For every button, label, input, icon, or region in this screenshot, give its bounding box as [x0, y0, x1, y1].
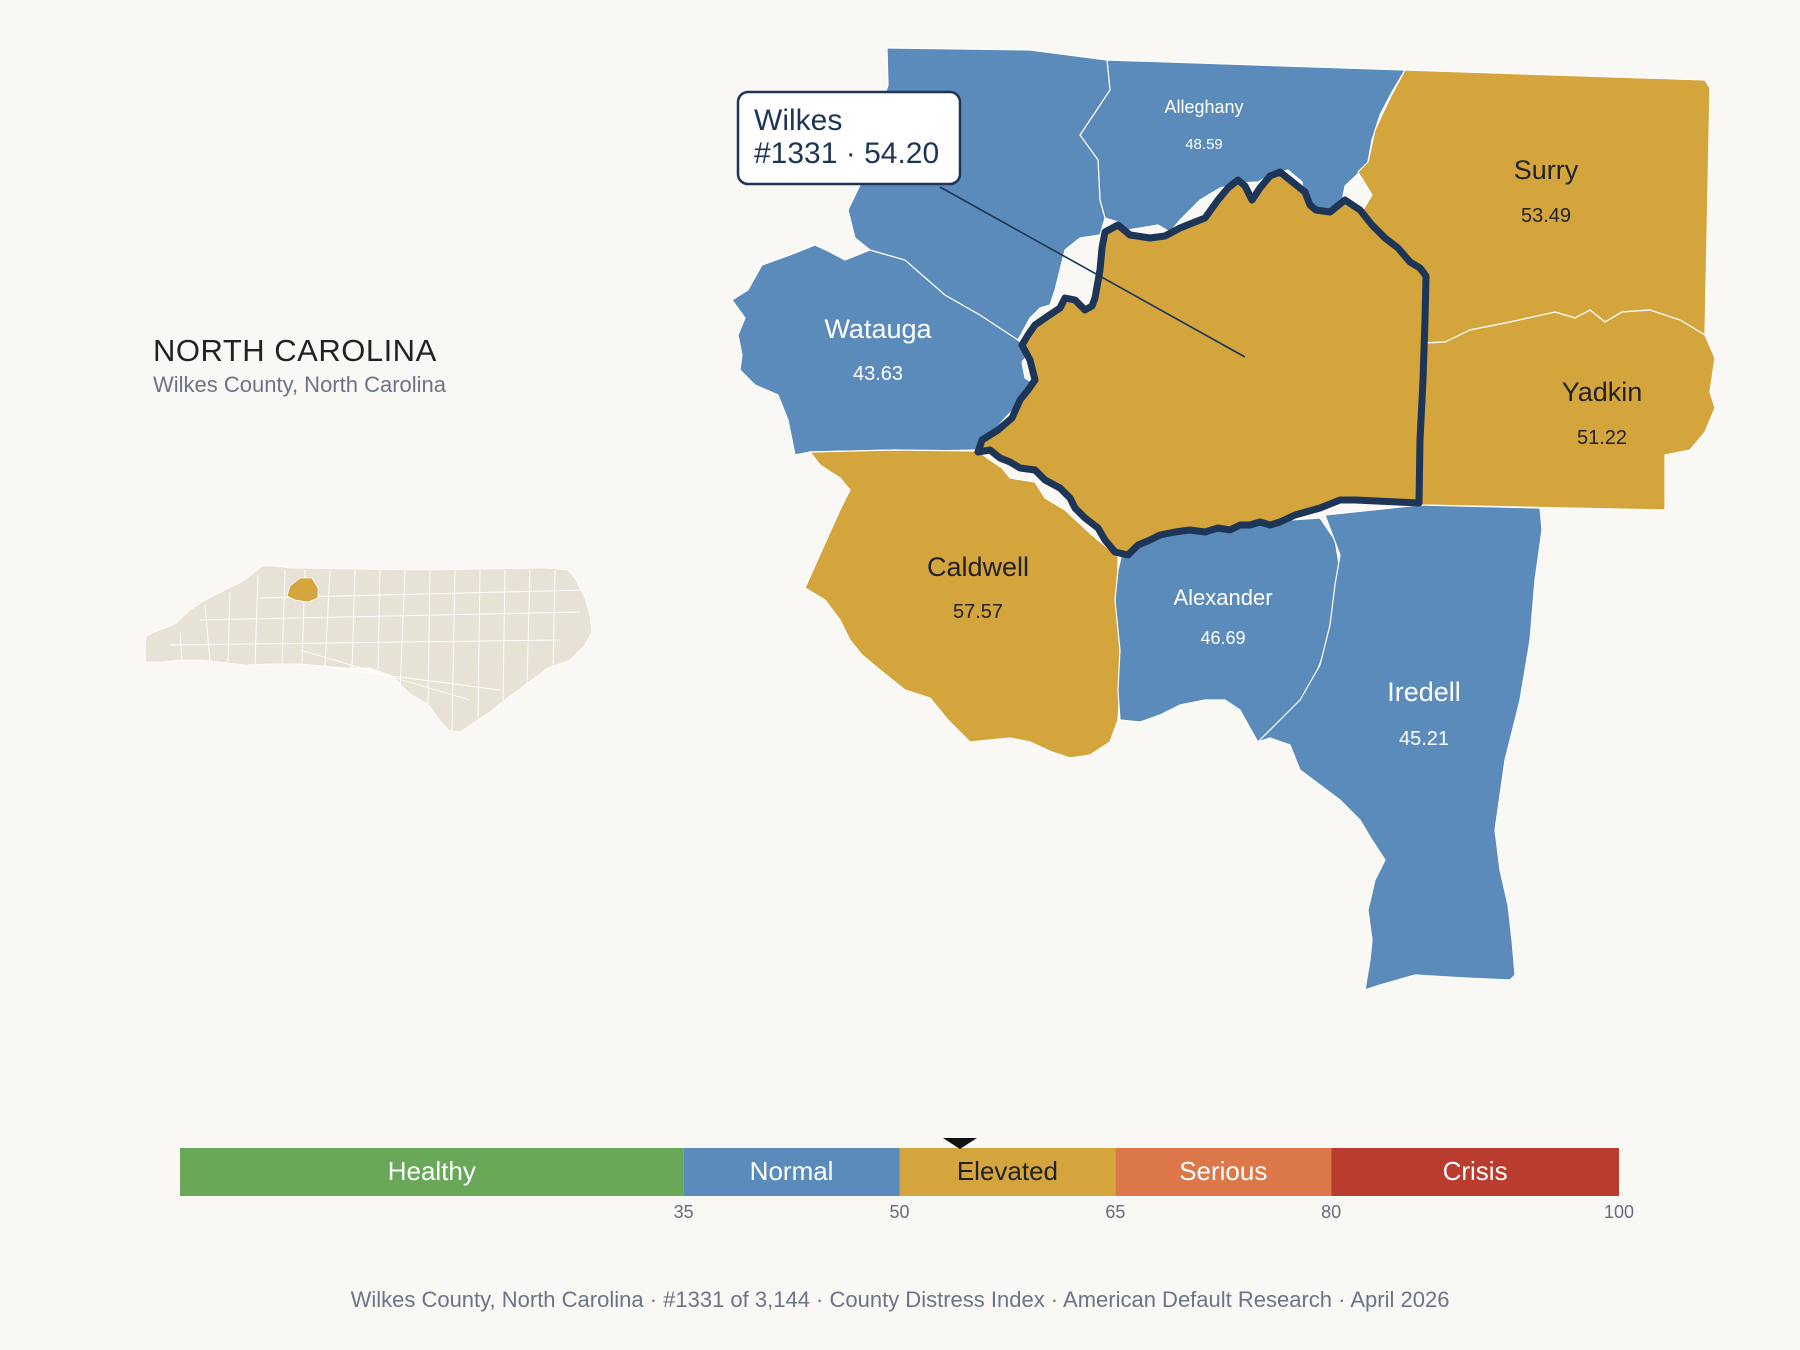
county-label-yadkin: Yadkin	[1562, 377, 1643, 407]
legend-label-crisis: Crisis	[1443, 1156, 1508, 1186]
callout-box	[736, 90, 962, 186]
legend-band-healthy	[180, 1148, 684, 1196]
county-shapes	[731, 47, 1716, 991]
callout-leader-line	[939, 186, 1246, 358]
legend-band-crisis	[1331, 1148, 1619, 1196]
county-labels: Alleghany 48.59 Surry 53.49 Watauga 43.6…	[824, 97, 1642, 750]
county-shape-yadkin[interactable]	[1414, 309, 1716, 511]
county-score-yadkin: 51.22	[1577, 427, 1627, 449]
county-label-alexander: Alexander	[1173, 585, 1272, 610]
legend-label-elevated: Elevated	[957, 1156, 1058, 1186]
distress-legend: Healthy Normal Elevated Serious Crisis 35 50 65…	[180, 1138, 1634, 1222]
legend-label-normal: Normal	[750, 1156, 834, 1186]
legend-label-healthy: Healthy	[388, 1156, 476, 1186]
county-score-caldwell: 57.57	[953, 601, 1003, 623]
legend-marker	[942, 1138, 977, 1149]
selected-county-callout: Wilkes #1331 · 54.20	[736, 90, 1246, 358]
county-label-watauga: Watauga	[824, 314, 932, 344]
legend-tick-100: 100	[1604, 1202, 1634, 1222]
county-shape-wilkes[interactable]	[974, 168, 1430, 559]
legend-tick-50: 50	[889, 1202, 909, 1222]
county-shape-iredell[interactable]	[1257, 504, 1543, 991]
county-score-alexander: 46.69	[1200, 628, 1245, 648]
legend-label-serious: Serious	[1179, 1156, 1267, 1186]
county-label-iredell: Iredell	[1387, 677, 1461, 707]
legend-tick-80: 80	[1321, 1202, 1341, 1222]
legend-band-serious	[1115, 1148, 1332, 1196]
legend-band-normal	[683, 1148, 900, 1196]
legend-band-elevated	[899, 1148, 1116, 1196]
callout-county-name: Wilkes	[754, 104, 842, 137]
county-score-surry: 53.49	[1521, 205, 1571, 227]
state-subtitle: Wilkes County, North Carolina	[153, 372, 447, 397]
wilkes-inset-highlight	[286, 577, 319, 603]
county-label-surry: Surry	[1514, 155, 1579, 185]
county-shape-caldwell[interactable]	[804, 449, 1123, 759]
state-inset-map	[144, 565, 593, 733]
footer-caption: Wilkes County, North Carolina · #1331 of…	[351, 1287, 1450, 1312]
county-score-watauga: 43.63	[853, 363, 903, 385]
state-title: NORTH CAROLINA	[153, 333, 437, 368]
legend-tick-65: 65	[1105, 1202, 1125, 1222]
legend-tick-35: 35	[674, 1202, 694, 1222]
county-score-alleghany: 48.59	[1185, 136, 1223, 153]
county-label-caldwell: Caldwell	[927, 552, 1029, 582]
callout-rank-score: #1331 · 54.20	[754, 137, 939, 170]
county-score-iredell: 45.21	[1399, 728, 1449, 750]
county-label-alleghany: Alleghany	[1164, 97, 1243, 117]
north-carolina-inset-shape	[144, 565, 593, 733]
